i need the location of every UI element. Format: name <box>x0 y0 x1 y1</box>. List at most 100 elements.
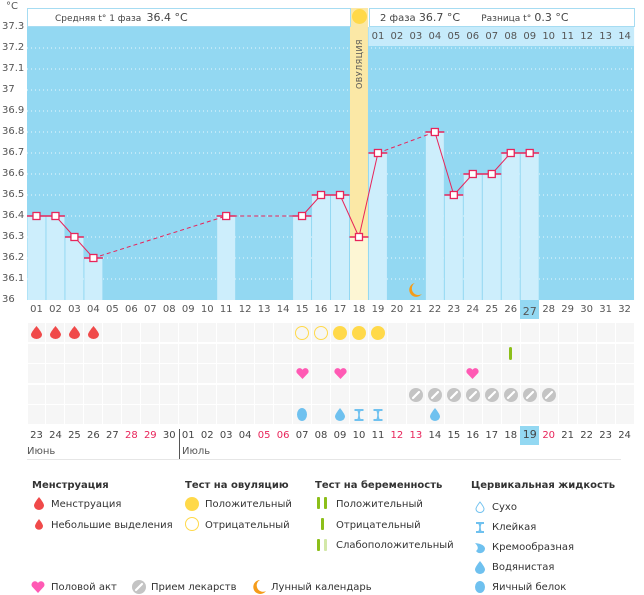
symbol-cell[interactable] <box>255 364 274 383</box>
symbol-cell[interactable] <box>46 364 65 383</box>
cycle-day-label[interactable]: 07 <box>143 304 157 315</box>
symbol-cell[interactable] <box>444 364 463 383</box>
symbol-cell[interactable] <box>312 344 331 363</box>
symbol-cell[interactable] <box>501 323 520 342</box>
symbol-cell[interactable] <box>387 385 406 404</box>
symbol-cell[interactable] <box>65 364 84 383</box>
symbol-cell[interactable] <box>160 405 179 424</box>
symbol-cell[interactable] <box>179 385 198 404</box>
symbol-cell[interactable] <box>293 344 312 363</box>
symbol-cell[interactable] <box>65 385 84 404</box>
symbol-cell[interactable] <box>463 405 482 424</box>
symbol-cell[interactable] <box>520 364 539 383</box>
cycle-day-label[interactable]: 03 <box>68 304 81 315</box>
symbol-cell[interactable] <box>122 385 141 404</box>
symbol-cell[interactable] <box>558 405 577 424</box>
symbol-cell[interactable] <box>274 323 293 342</box>
symbol-cell[interactable] <box>198 323 217 342</box>
symbol-cell[interactable] <box>331 344 349 363</box>
calendar-date[interactable]: 29 <box>143 430 157 441</box>
symbol-cell[interactable] <box>501 405 520 424</box>
cycle-day-label[interactable]: 25 <box>485 304 499 315</box>
calendar-date[interactable]: 12 <box>390 430 404 441</box>
symbol-cell[interactable] <box>539 344 558 363</box>
cycle-day-label[interactable]: 09 <box>181 304 195 315</box>
calendar-date[interactable]: 23 <box>30 430 43 441</box>
symbol-cell[interactable] <box>596 385 615 404</box>
symbol-cell[interactable] <box>103 323 122 342</box>
symbol-cell[interactable] <box>198 385 217 404</box>
symbol-cell[interactable] <box>444 344 463 363</box>
symbol-cell[interactable] <box>406 344 425 363</box>
symbol-cell[interactable] <box>482 405 501 424</box>
calendar-date[interactable]: 23 <box>599 430 612 441</box>
symbol-cell[interactable] <box>387 323 406 342</box>
calendar-date[interactable]: 08 <box>314 430 328 441</box>
calendar-date[interactable]: 02 <box>200 430 214 441</box>
symbol-cell[interactable] <box>179 323 198 342</box>
symbol-cell[interactable] <box>615 323 634 342</box>
symbol-cell[interactable] <box>103 405 122 424</box>
cycle-day-label[interactable]: 31 <box>599 304 612 315</box>
symbol-cell[interactable] <box>236 405 255 424</box>
symbol-cell[interactable] <box>520 344 539 363</box>
cycle-day-label[interactable]: 12 <box>238 304 252 315</box>
symbol-cell[interactable] <box>179 405 198 424</box>
symbol-cell[interactable] <box>558 364 577 383</box>
symbol-cell[interactable] <box>539 323 558 342</box>
symbol-cell[interactable] <box>141 323 160 342</box>
calendar-date[interactable]: 13 <box>409 430 423 441</box>
calendar-date[interactable]: 18 <box>504 430 518 441</box>
symbol-cell[interactable] <box>160 323 179 342</box>
cycle-day-label[interactable]: 04 <box>87 304 100 315</box>
symbol-cell[interactable] <box>122 323 141 342</box>
cycle-day-label[interactable]: 13 <box>257 304 271 315</box>
calendar-date[interactable]: 10 <box>352 430 366 441</box>
cycle-day-label[interactable]: 02 <box>49 304 62 315</box>
symbol-cell[interactable] <box>141 405 160 424</box>
calendar-date[interactable]: 11 <box>371 430 385 441</box>
symbol-cell[interactable] <box>160 344 179 363</box>
symbol-cell[interactable] <box>274 405 293 424</box>
symbol-cell[interactable] <box>577 344 596 363</box>
symbol-cell[interactable] <box>482 323 501 342</box>
symbol-cell[interactable] <box>141 385 160 404</box>
symbol-cell[interactable] <box>482 364 501 383</box>
symbol-cell[interactable] <box>122 405 141 424</box>
symbol-cell[interactable] <box>65 344 84 363</box>
symbol-cell[interactable] <box>141 344 160 363</box>
cycle-day-label[interactable]: 05 <box>106 304 119 315</box>
symbol-cell[interactable] <box>425 344 444 363</box>
symbol-cell[interactable] <box>236 323 255 342</box>
cycle-day-label[interactable]: 32 <box>618 304 631 315</box>
calendar-date[interactable]: 28 <box>124 430 138 441</box>
symbol-cell[interactable] <box>236 344 255 363</box>
symbol-cell[interactable] <box>255 323 274 342</box>
cycle-day-label[interactable]: 06 <box>124 304 138 315</box>
symbol-cell[interactable] <box>198 364 217 383</box>
symbol-cell[interactable] <box>444 405 463 424</box>
calendar-date[interactable]: 30 <box>162 430 176 441</box>
symbol-cell[interactable] <box>293 385 312 404</box>
calendar-date[interactable]: 24 <box>49 430 62 441</box>
symbol-cell[interactable] <box>255 385 274 404</box>
cycle-day-label[interactable]: 01 <box>30 304 43 315</box>
symbol-cell[interactable] <box>387 405 406 424</box>
symbol-cell[interactable] <box>615 364 634 383</box>
symbol-cell[interactable] <box>539 364 558 383</box>
calendar-date[interactable]: 01 <box>181 430 195 441</box>
calendar-date[interactable]: 22 <box>580 430 593 441</box>
symbol-cell[interactable] <box>236 385 255 404</box>
cycle-day-label[interactable]: 29 <box>561 304 575 315</box>
symbol-cell[interactable] <box>103 385 122 404</box>
calendar-date[interactable]: 24 <box>618 430 631 441</box>
symbol-cell[interactable] <box>577 323 596 342</box>
symbol-cell[interactable] <box>482 344 501 363</box>
symbol-cell[interactable] <box>160 385 179 404</box>
symbol-cell[interactable] <box>577 364 596 383</box>
symbol-cell[interactable] <box>46 385 65 404</box>
symbol-cell[interactable] <box>236 364 255 383</box>
symbol-cell[interactable] <box>46 344 65 363</box>
cycle-day-label[interactable]: 22 <box>428 304 442 315</box>
cycle-day-label[interactable]: 15 <box>295 304 309 315</box>
